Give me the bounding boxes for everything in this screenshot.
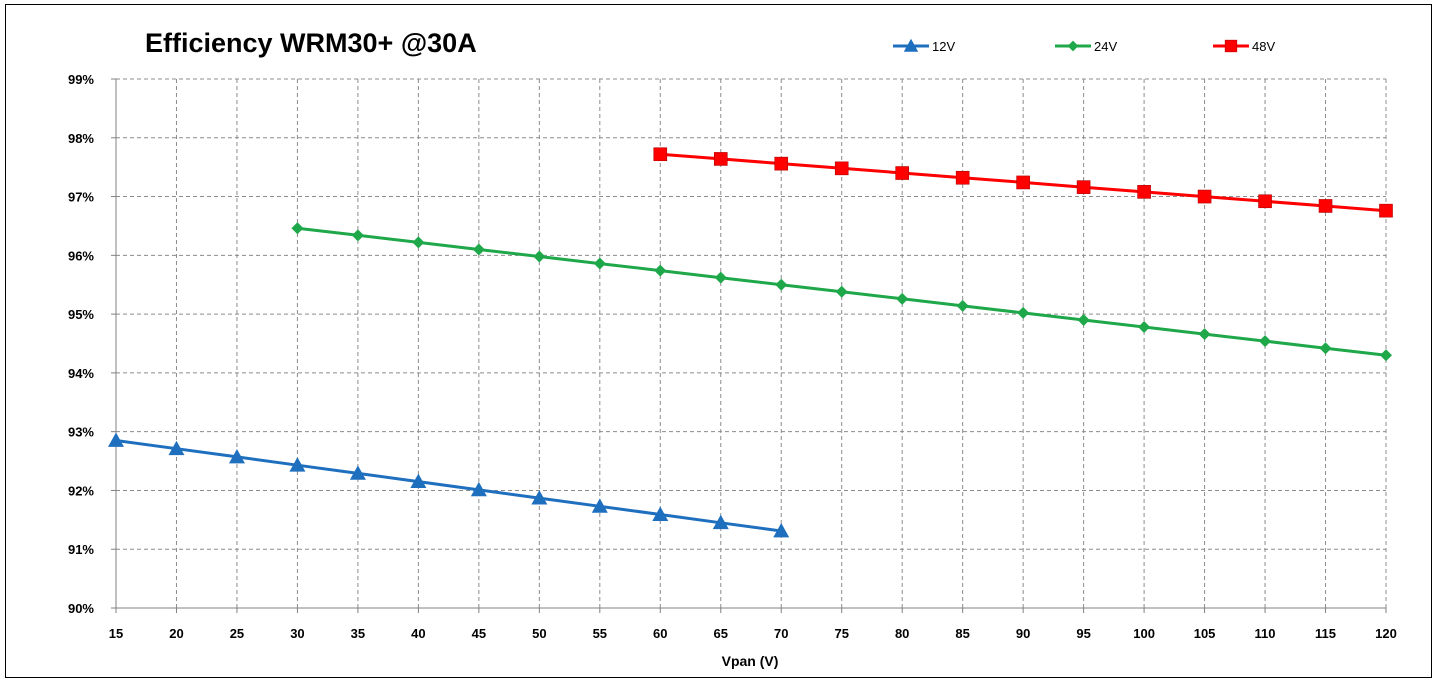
- x-tick-label: 80: [895, 626, 909, 641]
- y-tick-label: 99%: [68, 72, 94, 87]
- data-point-24v: [956, 299, 969, 312]
- chart-title: Efficiency WRM30+ @30A: [145, 28, 477, 58]
- x-tick-label: 30: [290, 626, 304, 641]
- x-tick-label: 110: [1255, 626, 1276, 641]
- x-tick-label: 85: [955, 626, 969, 641]
- data-point-24v: [593, 257, 606, 270]
- data-point-24v: [291, 222, 304, 235]
- x-tick-label: 15: [109, 626, 123, 641]
- x-tick-label: 60: [653, 626, 667, 641]
- data-point-48v: [1197, 189, 1212, 204]
- data-point-12v: [712, 514, 729, 530]
- data-point-48v: [1258, 194, 1272, 209]
- chart-frame: [5, 4, 1432, 678]
- series-line-12v: [115, 439, 782, 533]
- x-tick-label: 70: [774, 626, 788, 641]
- data-point-24v: [1198, 328, 1211, 341]
- x-axis-label: Vpan (V): [722, 653, 779, 669]
- legend: 12V 24V 48V: [893, 38, 1275, 54]
- data-point-48v: [1137, 185, 1151, 199]
- data-point-24v: [714, 271, 727, 284]
- data-point-48v: [834, 161, 849, 176]
- x-tick-label: 115: [1315, 626, 1336, 641]
- grid: [116, 78, 1387, 608]
- x-tick-label: 55: [593, 626, 607, 641]
- data-point-48v: [1379, 203, 1393, 218]
- data-point-12v: [410, 473, 427, 489]
- y-tick-label: 98%: [68, 131, 94, 146]
- data-point-24v: [1319, 342, 1332, 355]
- data-point-12v: [108, 432, 124, 447]
- data-point-24v: [472, 243, 485, 256]
- y-tick-label: 97%: [68, 190, 94, 205]
- series-12v: [108, 432, 790, 538]
- data-point-24v: [1017, 306, 1030, 319]
- data-point-12v: [591, 498, 608, 513]
- data-point-24v: [1138, 321, 1151, 334]
- data-point-48v: [1076, 180, 1091, 194]
- data-point-12v: [228, 448, 245, 464]
- data-point-24v: [351, 229, 364, 242]
- series-48v: [653, 147, 1393, 218]
- x-tick-label: 20: [169, 626, 183, 641]
- legend-label-12v: 12V: [932, 39, 955, 54]
- x-tick-label: 65: [714, 626, 728, 641]
- legend-marker-48v: [1224, 39, 1238, 53]
- x-tick-label: 45: [472, 626, 486, 641]
- data-point-48v: [774, 156, 789, 171]
- data-point-12v: [289, 457, 306, 472]
- x-tick-label: 90: [1016, 626, 1030, 641]
- data-point-48v: [653, 147, 668, 162]
- x-tick-label: 100: [1133, 626, 1155, 641]
- data-point-24v: [533, 250, 546, 263]
- x-tick-label: 120: [1375, 626, 1397, 641]
- data-point-48v: [1318, 199, 1333, 213]
- legend-item-12v: 12V: [893, 38, 955, 54]
- data-point-24v: [896, 292, 909, 305]
- data-point-24v: [775, 278, 788, 291]
- y-tick-label: 95%: [68, 307, 94, 322]
- x-tick-label: 50: [532, 626, 546, 641]
- data-point-24v: [412, 236, 425, 249]
- y-tick-label: 93%: [68, 425, 94, 440]
- data-point-12v: [168, 440, 185, 456]
- y-tick-label: 91%: [68, 542, 94, 557]
- data-point-12v: [773, 523, 790, 538]
- data-point-48v: [895, 166, 909, 180]
- x-tick-label: 25: [230, 626, 244, 641]
- x-tick-label: 95: [1076, 626, 1090, 641]
- legend-label-48v: 48V: [1252, 39, 1275, 54]
- legend-item-24v: 24V: [1055, 39, 1117, 54]
- legend-item-48v: 48V: [1213, 39, 1275, 54]
- data-point-12v: [470, 481, 487, 497]
- series: [108, 147, 1393, 538]
- data-point-48v: [713, 152, 728, 166]
- legend-label-24v: 24V: [1094, 39, 1117, 54]
- y-tick-label: 92%: [68, 483, 94, 498]
- x-tick-label: 75: [834, 626, 848, 641]
- data-point-24v: [654, 264, 667, 277]
- y-tick-label: 90%: [68, 601, 94, 616]
- legend-marker-12v: [903, 38, 919, 52]
- legend-marker-24v: [1067, 40, 1079, 52]
- y-tick-label: 94%: [68, 366, 94, 381]
- x-tick-label: 105: [1194, 626, 1216, 641]
- data-point-24v: [835, 285, 848, 298]
- data-point-12v: [652, 506, 669, 521]
- data-point-24v: [1380, 349, 1392, 362]
- axes: 90% 91% 92% 93% 94% 95% 96% 97% 98% 99% 15 20 25 30 35…: [68, 72, 1397, 641]
- series-24v: [291, 222, 1392, 362]
- data-point-12v: [531, 490, 548, 505]
- x-tick-label: 35: [351, 626, 365, 641]
- data-point-24v: [1077, 313, 1090, 326]
- data-point-48v: [1016, 175, 1030, 190]
- data-point-12v: [349, 465, 366, 480]
- x-tick-label: 40: [411, 626, 425, 641]
- data-point-24v: [1259, 335, 1272, 348]
- data-point-48v: [955, 170, 970, 185]
- y-tick-label: 96%: [68, 248, 94, 263]
